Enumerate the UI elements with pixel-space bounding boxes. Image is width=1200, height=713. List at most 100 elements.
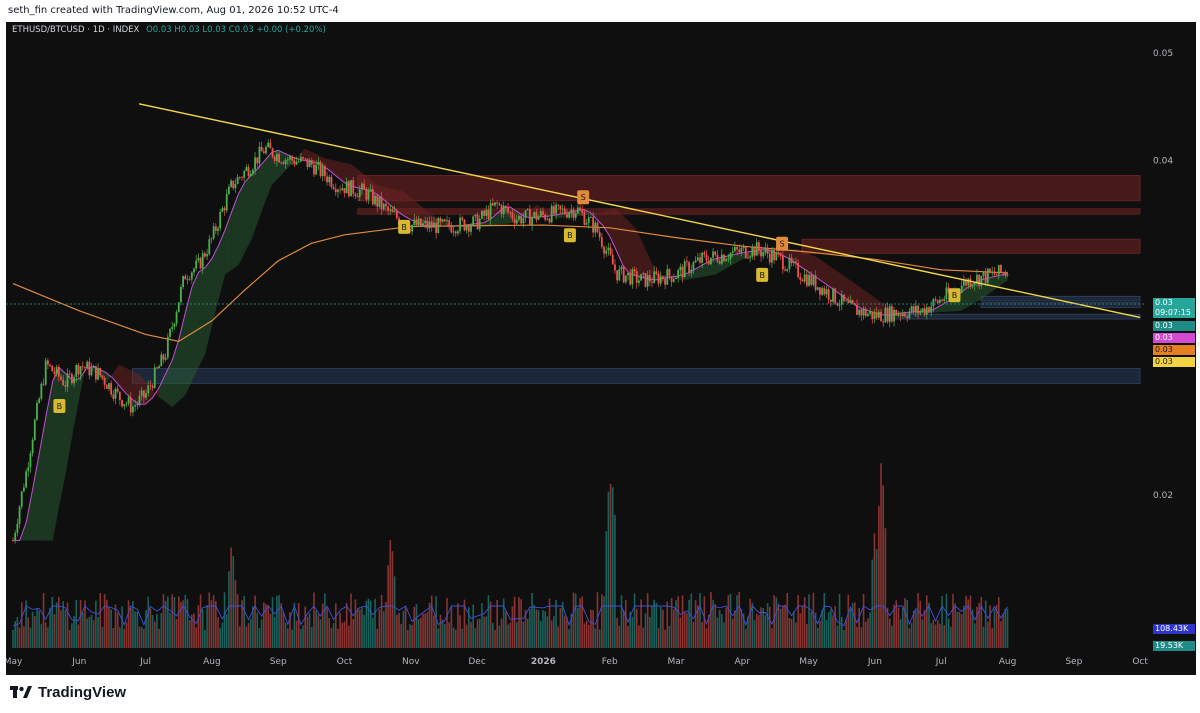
volume-bar [697, 605, 699, 648]
volume-bar [978, 602, 980, 648]
volume-bar [814, 612, 817, 648]
candle-up [225, 194, 228, 211]
candle-down [738, 249, 741, 253]
volume-bar [657, 628, 660, 648]
volume-bar [424, 613, 426, 648]
volume-bar [241, 600, 243, 648]
candle-down [895, 309, 898, 316]
volume-bar [917, 593, 919, 648]
candle-up [775, 252, 778, 261]
candle-up [485, 209, 488, 216]
volume-bar [862, 594, 865, 648]
candle-up [20, 491, 23, 507]
candle-up [587, 217, 590, 224]
candle-up [75, 365, 78, 377]
volume-bar [744, 628, 747, 648]
candle-down [363, 183, 366, 189]
candle-down [302, 157, 304, 159]
legend-ohlc: O0.03 H0.03 L0.03 C0.03 +0.00 (+0.20%) [146, 25, 326, 35]
ribbon-bull-segment [483, 219, 491, 227]
volume-bar [295, 620, 298, 648]
volume-bar [960, 613, 963, 648]
volume-bar [832, 615, 834, 648]
candle-down [376, 195, 379, 207]
volume-bar [864, 621, 867, 648]
volume-bar [291, 629, 293, 648]
volume-bar [461, 628, 464, 648]
candle-up [18, 506, 21, 524]
candle-down [387, 206, 390, 211]
candle-down [467, 225, 470, 232]
candle-down [718, 261, 721, 264]
volume-bar [614, 514, 616, 648]
volume-bar [485, 616, 488, 648]
candle-up [967, 278, 970, 286]
candle-up [249, 173, 252, 177]
volume-bar [806, 623, 808, 648]
volume-bar [631, 616, 634, 648]
candle-up [908, 311, 911, 319]
candle-up [550, 206, 553, 223]
ribbon-bull-segment [46, 380, 53, 541]
candle-down [856, 304, 858, 315]
volume-bar [459, 615, 461, 648]
volume-bar [989, 605, 991, 648]
candle-up [234, 184, 237, 189]
volume-bar [707, 614, 710, 648]
volume-bar [533, 604, 536, 648]
candle-up [367, 190, 370, 200]
candle-down [487, 209, 490, 220]
candle-up [175, 312, 178, 324]
ribbon-bear-segment [622, 215, 630, 274]
ribbon-bear-segment [410, 197, 418, 224]
volume-bar [489, 601, 492, 648]
volume-bar [119, 627, 121, 648]
ribbon-bull-segment [72, 378, 80, 434]
ribbon-bull-segment [503, 207, 511, 224]
candle-up [23, 487, 25, 492]
candle-down [513, 218, 516, 224]
candle-up [166, 336, 169, 358]
volume-bar [215, 601, 217, 648]
candle-up [561, 208, 564, 210]
candle-down [544, 214, 547, 220]
volume-bar [280, 603, 283, 648]
volume-bar [308, 613, 311, 648]
candle-up [792, 261, 795, 264]
volume-bar [683, 611, 686, 648]
volume-bar [90, 614, 93, 648]
x-tick-label: 2026 [531, 657, 556, 667]
candle-down [795, 261, 797, 263]
volume-bar [699, 593, 701, 648]
volume-bar [402, 610, 405, 648]
x-tick-label: Nov [402, 657, 420, 667]
candle-down [1002, 272, 1005, 274]
volume-bar [712, 599, 714, 648]
volume-bar [838, 593, 841, 648]
candle-up [546, 218, 549, 220]
tradingview-logo[interactable]: TradingView [10, 684, 126, 701]
symbol-legend[interactable]: ETHUSD/BTCUSD · 1D · INDEX O0.03 H0.03 L… [12, 25, 326, 35]
volume-bar [954, 603, 956, 648]
volume-bar [422, 613, 424, 648]
ribbon-bull-segment [967, 282, 975, 307]
volume-bar [834, 605, 837, 648]
candle-up [849, 300, 852, 303]
volume-bar [904, 598, 906, 648]
volume-bar [590, 609, 592, 648]
volume-bar [771, 628, 773, 648]
y-tick-label: 0.04 [1153, 157, 1173, 167]
candle-up [197, 257, 200, 261]
candle-down [330, 176, 333, 188]
candle-up [33, 419, 36, 440]
candle-up [733, 246, 736, 252]
candle-up [433, 222, 435, 228]
volume-bar [391, 551, 394, 648]
candle-down [232, 180, 235, 189]
volume-bar [568, 629, 570, 648]
candle-up [925, 307, 928, 315]
candle-down [810, 274, 813, 285]
volume-bar [664, 629, 666, 648]
